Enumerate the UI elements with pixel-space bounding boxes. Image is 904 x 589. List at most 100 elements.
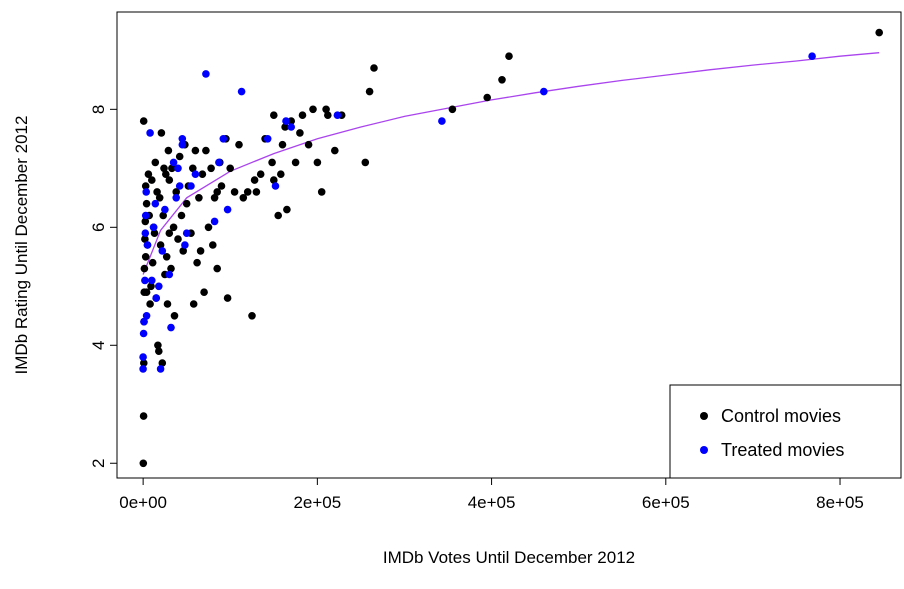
data-point (172, 194, 180, 202)
series-0 (139, 28, 883, 468)
data-point (198, 170, 207, 178)
data-point (207, 164, 215, 173)
fit-line (142, 52, 880, 275)
data-point (217, 182, 226, 190)
data-point (483, 93, 492, 102)
x-axis-title: IMDb Votes Until December 2012 (383, 548, 635, 567)
x-tick-label: 4e+05 (468, 493, 516, 512)
data-point (875, 28, 883, 37)
data-point (141, 276, 149, 285)
data-point (324, 111, 332, 119)
data-point (143, 241, 152, 249)
series-1 (139, 52, 816, 373)
data-point (282, 117, 290, 125)
data-point (191, 170, 200, 178)
data-point (150, 229, 159, 237)
data-point (204, 223, 213, 232)
data-point (187, 182, 195, 190)
data-point (210, 217, 219, 226)
data-point (250, 176, 259, 184)
data-point (202, 70, 210, 78)
data-point (142, 288, 151, 297)
data-point (178, 140, 187, 149)
data-point (287, 123, 296, 131)
data-point (165, 176, 174, 184)
data-point (498, 76, 506, 84)
data-point (505, 52, 513, 60)
data-point (365, 87, 374, 96)
data-point (156, 365, 165, 373)
data-point (140, 359, 148, 367)
data-point (141, 235, 149, 243)
data-point (268, 158, 276, 167)
data-point (147, 282, 155, 291)
data-point (210, 194, 219, 202)
data-point (162, 170, 170, 178)
data-point (239, 194, 248, 202)
data-point (158, 247, 167, 255)
data-point (361, 158, 370, 167)
data-point (161, 205, 169, 214)
points-layer (139, 28, 883, 468)
data-point (146, 300, 154, 308)
data-point (298, 111, 307, 119)
data-point (177, 211, 186, 220)
data-point (304, 140, 313, 149)
data-point (438, 117, 446, 125)
data-point (448, 105, 457, 114)
data-point (237, 87, 246, 96)
data-point (159, 211, 167, 220)
data-point (175, 182, 184, 190)
data-point (164, 146, 173, 155)
data-point (158, 359, 167, 367)
data-point (155, 194, 164, 202)
data-point (170, 312, 179, 320)
data-point (196, 247, 205, 255)
data-point (139, 365, 147, 373)
x-tick-label: 0e+00 (119, 493, 167, 512)
data-point (156, 241, 165, 249)
legend-label-treated: Treated movies (721, 440, 844, 460)
y-tick-label: 8 (89, 105, 108, 114)
data-point (152, 294, 160, 302)
data-point (149, 223, 158, 232)
data-point (182, 199, 191, 208)
x-tick-label: 2e+05 (293, 493, 341, 512)
data-point (175, 152, 184, 161)
legend: Control movies Treated movies (669, 384, 902, 479)
data-point (309, 105, 317, 114)
data-point (296, 129, 304, 137)
data-point (270, 176, 278, 184)
data-point (209, 241, 217, 249)
data-point (283, 205, 291, 214)
y-axis: 2 4 6 8 (89, 105, 118, 468)
data-point (141, 182, 150, 190)
data-point (178, 135, 187, 143)
data-point (141, 252, 150, 261)
legend-marker-treated (700, 446, 708, 454)
fit-line-layer (142, 52, 880, 275)
data-point (181, 241, 189, 249)
data-point (139, 412, 148, 420)
data-point (146, 129, 154, 137)
data-point (333, 111, 342, 119)
data-point (808, 52, 816, 60)
legend-marker-control (700, 412, 708, 420)
data-point (151, 158, 160, 167)
data-point (140, 317, 148, 326)
data-point (142, 312, 151, 320)
data-point (168, 164, 176, 173)
data-point (182, 229, 191, 237)
data-point (141, 217, 150, 226)
data-point (540, 87, 548, 96)
data-point (148, 276, 156, 285)
data-point (144, 170, 153, 178)
data-point (223, 294, 232, 302)
data-point (155, 282, 163, 291)
data-point (141, 229, 150, 237)
data-point (160, 164, 168, 173)
data-point (139, 329, 148, 338)
data-point (235, 140, 243, 149)
data-point (213, 264, 221, 273)
